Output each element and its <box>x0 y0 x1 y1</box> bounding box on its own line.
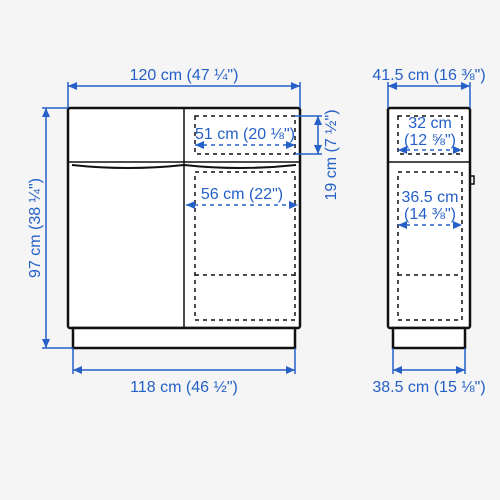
dim-text: (16 ⅜") <box>434 67 486 84</box>
dim-text: 32 cm <box>408 115 452 132</box>
dim-text: 19 cm <box>323 157 340 201</box>
svg-text:120 cm (47 ¼"): 120 cm (47 ¼") <box>130 67 239 84</box>
dim-front-left: 97 cm (38 ¼") <box>27 108 73 348</box>
dim-text: 56 cm <box>201 186 245 203</box>
dim-text: (46 ½") <box>186 379 238 396</box>
svg-text:51 cm (20 ⅛"): 51 cm (20 ⅛") <box>195 126 295 143</box>
svg-text:97 cm (38 ¼"): 97 cm (38 ¼") <box>27 178 44 278</box>
dim-text: (15 ⅛") <box>434 379 486 396</box>
dim-text: 41.5 cm <box>372 67 429 84</box>
dim-side-bottom: 38.5 cm (15 ⅛") <box>372 348 485 396</box>
dim-text: 118 cm <box>130 379 181 396</box>
dim-text: (14 ⅜") <box>404 206 456 223</box>
dim-text: (47 ¼") <box>187 67 239 84</box>
dim-text: (22") <box>249 186 283 203</box>
dim-text: 97 cm <box>27 234 44 278</box>
dim-text: 36.5 cm <box>402 189 459 206</box>
svg-text:19 cm (7 ½"): 19 cm (7 ½") <box>323 109 340 200</box>
dim-text: (7 ½") <box>323 109 340 152</box>
front-view <box>68 108 300 348</box>
dim-text: (38 ¼") <box>27 178 44 230</box>
dim-text: (12 ⅝") <box>404 132 456 149</box>
dim-front-right: 19 cm (7 ½") <box>295 109 340 200</box>
dim-text: 51 cm <box>195 126 239 143</box>
dimension-diagram: 120 cm (47 ¼") 97 cm (38 ¼") 118 cm (46 … <box>0 0 500 500</box>
dim-text: 38.5 cm <box>372 379 429 396</box>
dim-side-top: 41.5 cm (16 ⅜") <box>372 67 485 108</box>
svg-text:38.5 cm (15 ⅛"): 38.5 cm (15 ⅛") <box>372 379 485 396</box>
svg-text:56 cm (22"): 56 cm (22") <box>201 186 283 203</box>
dim-text: 120 cm <box>130 67 182 84</box>
dim-front-bottom: 118 cm (46 ½") <box>73 348 295 396</box>
svg-text:41.5 cm (16 ⅜"): 41.5 cm (16 ⅜") <box>372 67 485 84</box>
dim-front-top: 120 cm (47 ¼") <box>68 67 300 108</box>
svg-text:118 cm (46 ½"): 118 cm (46 ½") <box>130 379 238 396</box>
dim-text: (20 ⅛") <box>243 126 295 143</box>
